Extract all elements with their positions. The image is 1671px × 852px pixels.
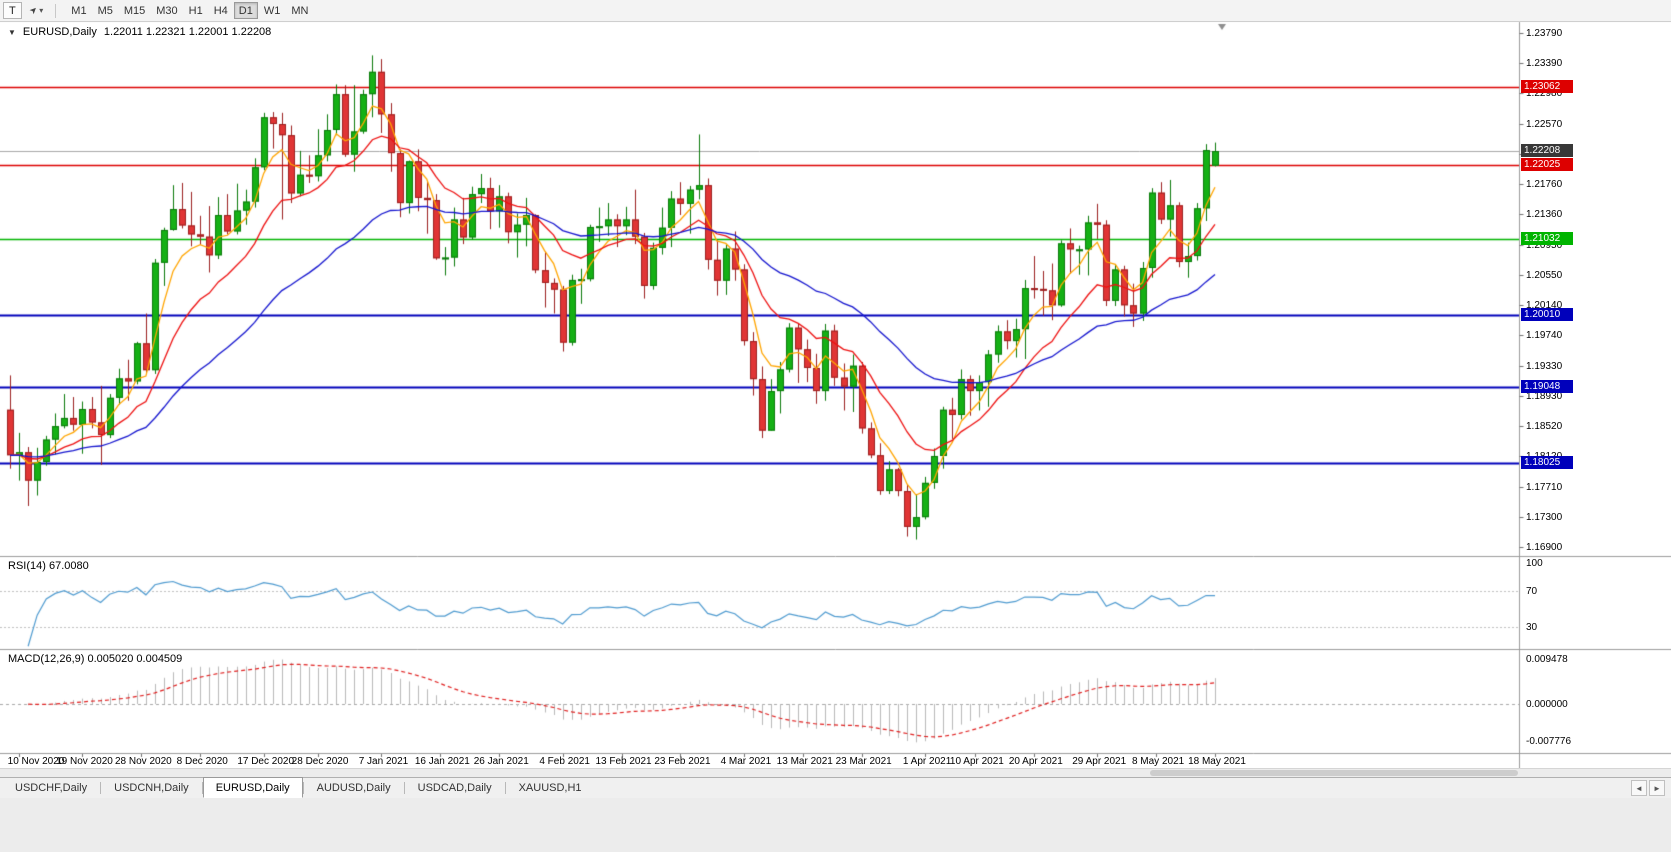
horizontal-scrollbar[interactable] <box>0 768 1671 778</box>
current-price-label: 1.22208 <box>1521 144 1573 158</box>
timeframe-button-m15[interactable]: M15 <box>119 2 150 19</box>
timeframe-button-m5[interactable]: M5 <box>93 2 118 19</box>
tab-scroll-arrows: ◄ ► <box>1625 780 1671 796</box>
chart-tab-eurusd-daily[interactable]: EURUSD,Daily <box>202 777 303 798</box>
price-axis-label: 1.18930 <box>1526 390 1563 402</box>
date-axis-label: 20 Apr 2021 <box>1008 756 1063 767</box>
chart-tab-usdchf-daily[interactable]: USDCHF,Daily <box>15 781 88 794</box>
timeframe-button-d1[interactable]: D1 <box>233 2 258 19</box>
chart-tab-usdcad-daily[interactable]: USDCAD,Daily <box>417 781 492 794</box>
price-axis-label: 1.20550 <box>1526 269 1563 281</box>
price-axis-label: 1.16900 <box>1526 542 1563 553</box>
tab-separator <box>403 782 405 794</box>
date-axis-label: 4 Feb 2021 <box>539 756 590 767</box>
date-axis-label: 18 May 2021 <box>1188 756 1246 767</box>
timeframe-button-h4[interactable]: H4 <box>209 2 233 19</box>
price-axis-label: 1.18520 <box>1526 421 1563 433</box>
chart-tab-xauusd-h1[interactable]: XAUUSD,H1 <box>518 781 582 794</box>
tabs-scroll-right-button[interactable]: ► <box>1649 780 1665 796</box>
drawing-tool-button[interactable]: ➤ ▾ <box>24 2 50 19</box>
top-toolbar: T ➤ ▾ M1 M5 M15 M30 H1 H4 D1 W1 MN <box>0 0 1671 22</box>
tab-separator <box>504 782 506 794</box>
price-axis-label: 1.19740 <box>1526 330 1563 342</box>
chart-ohlc-values: 1.22011 1.22321 1.22001 1.22208 <box>103 26 272 38</box>
timeframe-group: M1 M5 M15 M30 H1 H4 D1 W1 MN <box>66 2 313 19</box>
template-button[interactable]: T <box>3 2 22 19</box>
chart-tabs: USDCHF,Daily USDCNH,Daily EURUSD,Daily AUDU… <box>0 777 1625 798</box>
chart-tab-audusd-daily[interactable]: AUDUSD,Daily <box>316 781 391 794</box>
date-axis-label: 13 Feb 2021 <box>595 756 652 767</box>
date-axis-label: 13 Mar 2021 <box>776 756 833 767</box>
price-axis-label: 1.23390 <box>1526 57 1563 69</box>
price-axis-label: 1.21360 <box>1526 209 1563 221</box>
chart-tabs-bar: USDCHF,Daily USDCNH,Daily EURUSD,Daily AUDU… <box>0 777 1671 798</box>
date-axis-label: 8 May 2021 <box>1131 756 1185 767</box>
timeframe-button-w1[interactable]: W1 <box>259 2 286 19</box>
date-axis-label: 10 Nov 2020 <box>7 756 65 767</box>
price-axis-label: 1.17300 <box>1526 512 1563 524</box>
tabs-scroll-left-button[interactable]: ◄ <box>1631 780 1647 796</box>
price-axis-label: 1.21760 <box>1526 179 1563 191</box>
date-axis-label: 1 Apr 2021 <box>902 756 952 767</box>
date-axis-label: 23 Mar 2021 <box>835 756 892 767</box>
price-line-label[interactable]: 1.18025 <box>1521 456 1573 470</box>
chart-tab-usdcnh-daily[interactable]: USDCNH,Daily <box>114 781 189 794</box>
price-axis-label: 1.20950 <box>1526 239 1563 251</box>
pointer-tool-icon: ➤ <box>26 3 40 17</box>
rsi-axis-label: 30 <box>1526 622 1538 634</box>
price-axis-label: 1.19330 <box>1526 360 1563 372</box>
macd-axis-label: 0.009478 <box>1526 653 1568 665</box>
date-axis-label: 23 Feb 2021 <box>654 756 711 767</box>
timeframe-button-mn[interactable]: MN <box>286 2 313 19</box>
date-axis-label: 29 Apr 2021 <box>1072 756 1127 767</box>
price-line-label[interactable]: 1.21032 <box>1521 231 1573 245</box>
window-bottom-filler <box>0 797 1671 852</box>
tab-separator <box>100 782 102 794</box>
date-axis-label: 10 Apr 2021 <box>949 756 1004 767</box>
date-axis-label: 17 Dec 2020 <box>237 756 295 767</box>
timeframe-button-m1[interactable]: M1 <box>66 2 91 19</box>
price-axis-label: 1.23790 <box>1526 28 1563 39</box>
rsi-indicator-label: RSI(14) 67.0080 <box>8 560 89 572</box>
rsi-axis-label: 100 <box>1526 558 1543 569</box>
price-axis-label: 1.17710 <box>1526 481 1563 493</box>
toolbar-separator <box>55 3 57 18</box>
price-chart-canvas[interactable] <box>0 0 1671 768</box>
scrollbar-thumb[interactable] <box>1150 770 1518 776</box>
date-axis-label: 7 Jan 2021 <box>358 756 409 767</box>
collapse-chart-icon[interactable]: ▼ <box>8 27 16 37</box>
date-axis-label: 28 Dec 2020 <box>291 756 349 767</box>
date-axis-label: 4 Mar 2021 <box>720 756 772 767</box>
price-line-label[interactable]: 1.19048 <box>1521 379 1573 393</box>
rsi-axis-label: 70 <box>1526 585 1538 597</box>
date-axis-label: 16 Jan 2021 <box>414 756 470 767</box>
timeframe-button-h1[interactable]: H1 <box>184 2 208 19</box>
price-axis-label: 1.20140 <box>1526 300 1563 312</box>
date-axis-label: 19 Nov 2020 <box>56 756 113 767</box>
chart-title: ▼ EURUSD,Daily 1.22011 1.22321 1.22001 1… <box>8 26 271 38</box>
date-axis-label: 26 Jan 2021 <box>473 756 529 767</box>
date-axis-label: 8 Dec 2020 <box>176 756 228 767</box>
tab-separator <box>302 782 304 794</box>
macd-indicator-label: MACD(12,26,9) 0.005020 0.004509 <box>8 653 183 665</box>
tab-separator <box>201 782 203 794</box>
price-line-label[interactable]: 1.22025 <box>1521 157 1573 171</box>
macd-axis-label: -0.007776 <box>1526 736 1572 748</box>
chart-symbol-title: EURUSD,Daily <box>22 26 97 38</box>
price-axis-label: 1.22980 <box>1526 88 1563 100</box>
timeframe-button-m30[interactable]: M30 <box>151 2 182 19</box>
price-line-label[interactable]: 1.23062 <box>1521 80 1573 94</box>
price-axis-label: 1.22570 <box>1526 119 1563 130</box>
macd-axis-label: 0.000000 <box>1526 699 1568 710</box>
date-axis-label: 28 Nov 2020 <box>115 756 172 767</box>
dropdown-caret-icon: ▾ <box>39 6 44 15</box>
price-line-label[interactable]: 1.20010 <box>1521 307 1573 321</box>
